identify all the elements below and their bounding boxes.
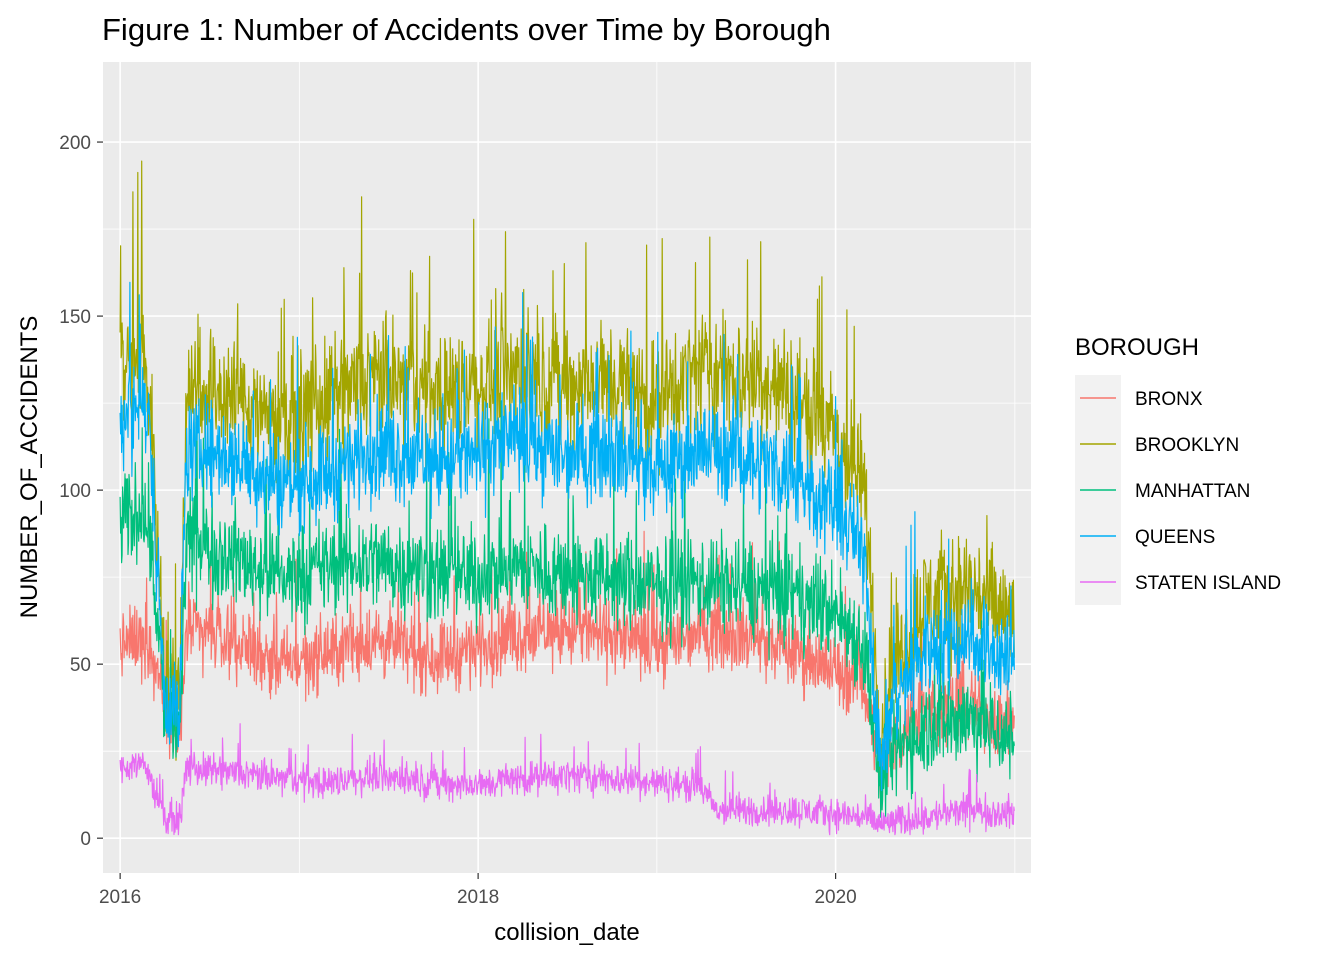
x-axis: 2016 2018 2020 <box>99 873 857 908</box>
y-tick-label: 0 <box>80 829 91 850</box>
series-line-brooklyn <box>119 160 1015 779</box>
legend-label: BROOKLYN <box>1135 435 1239 456</box>
y-tick-label: 200 <box>59 133 91 154</box>
series-line-manhattan <box>119 400 1015 818</box>
legend: BOROUGH BRONX BROOKLYN MANHATTAN QUEENS STAT… <box>1075 334 1281 605</box>
x-axis-title: collision_date <box>494 919 639 946</box>
series-line-bronx <box>119 530 1015 816</box>
y-tick-label: 150 <box>59 307 91 328</box>
y-axis: 0 50 100 150 200 <box>59 133 103 850</box>
legend-label: STATEN ISLAND <box>1135 573 1281 594</box>
legend-title: BOROUGH <box>1075 334 1199 361</box>
series-layer <box>119 160 1015 836</box>
legend-label: MANHATTAN <box>1135 481 1250 502</box>
legend-label: BRONX <box>1135 389 1203 410</box>
series-line-staten-island <box>119 723 1015 836</box>
chart-title: Figure 1: Number of Accidents over Time … <box>102 12 831 47</box>
y-tick-label: 50 <box>70 655 91 676</box>
x-tick-label: 2020 <box>814 887 856 908</box>
y-tick-label: 100 <box>59 481 91 502</box>
legend-label: QUEENS <box>1135 527 1215 548</box>
y-axis-title: NUMBER_OF_ACCIDENTS <box>16 316 43 619</box>
x-tick-label: 2016 <box>99 887 141 908</box>
series-line-queens <box>119 281 1015 792</box>
x-tick-label: 2018 <box>457 887 499 908</box>
